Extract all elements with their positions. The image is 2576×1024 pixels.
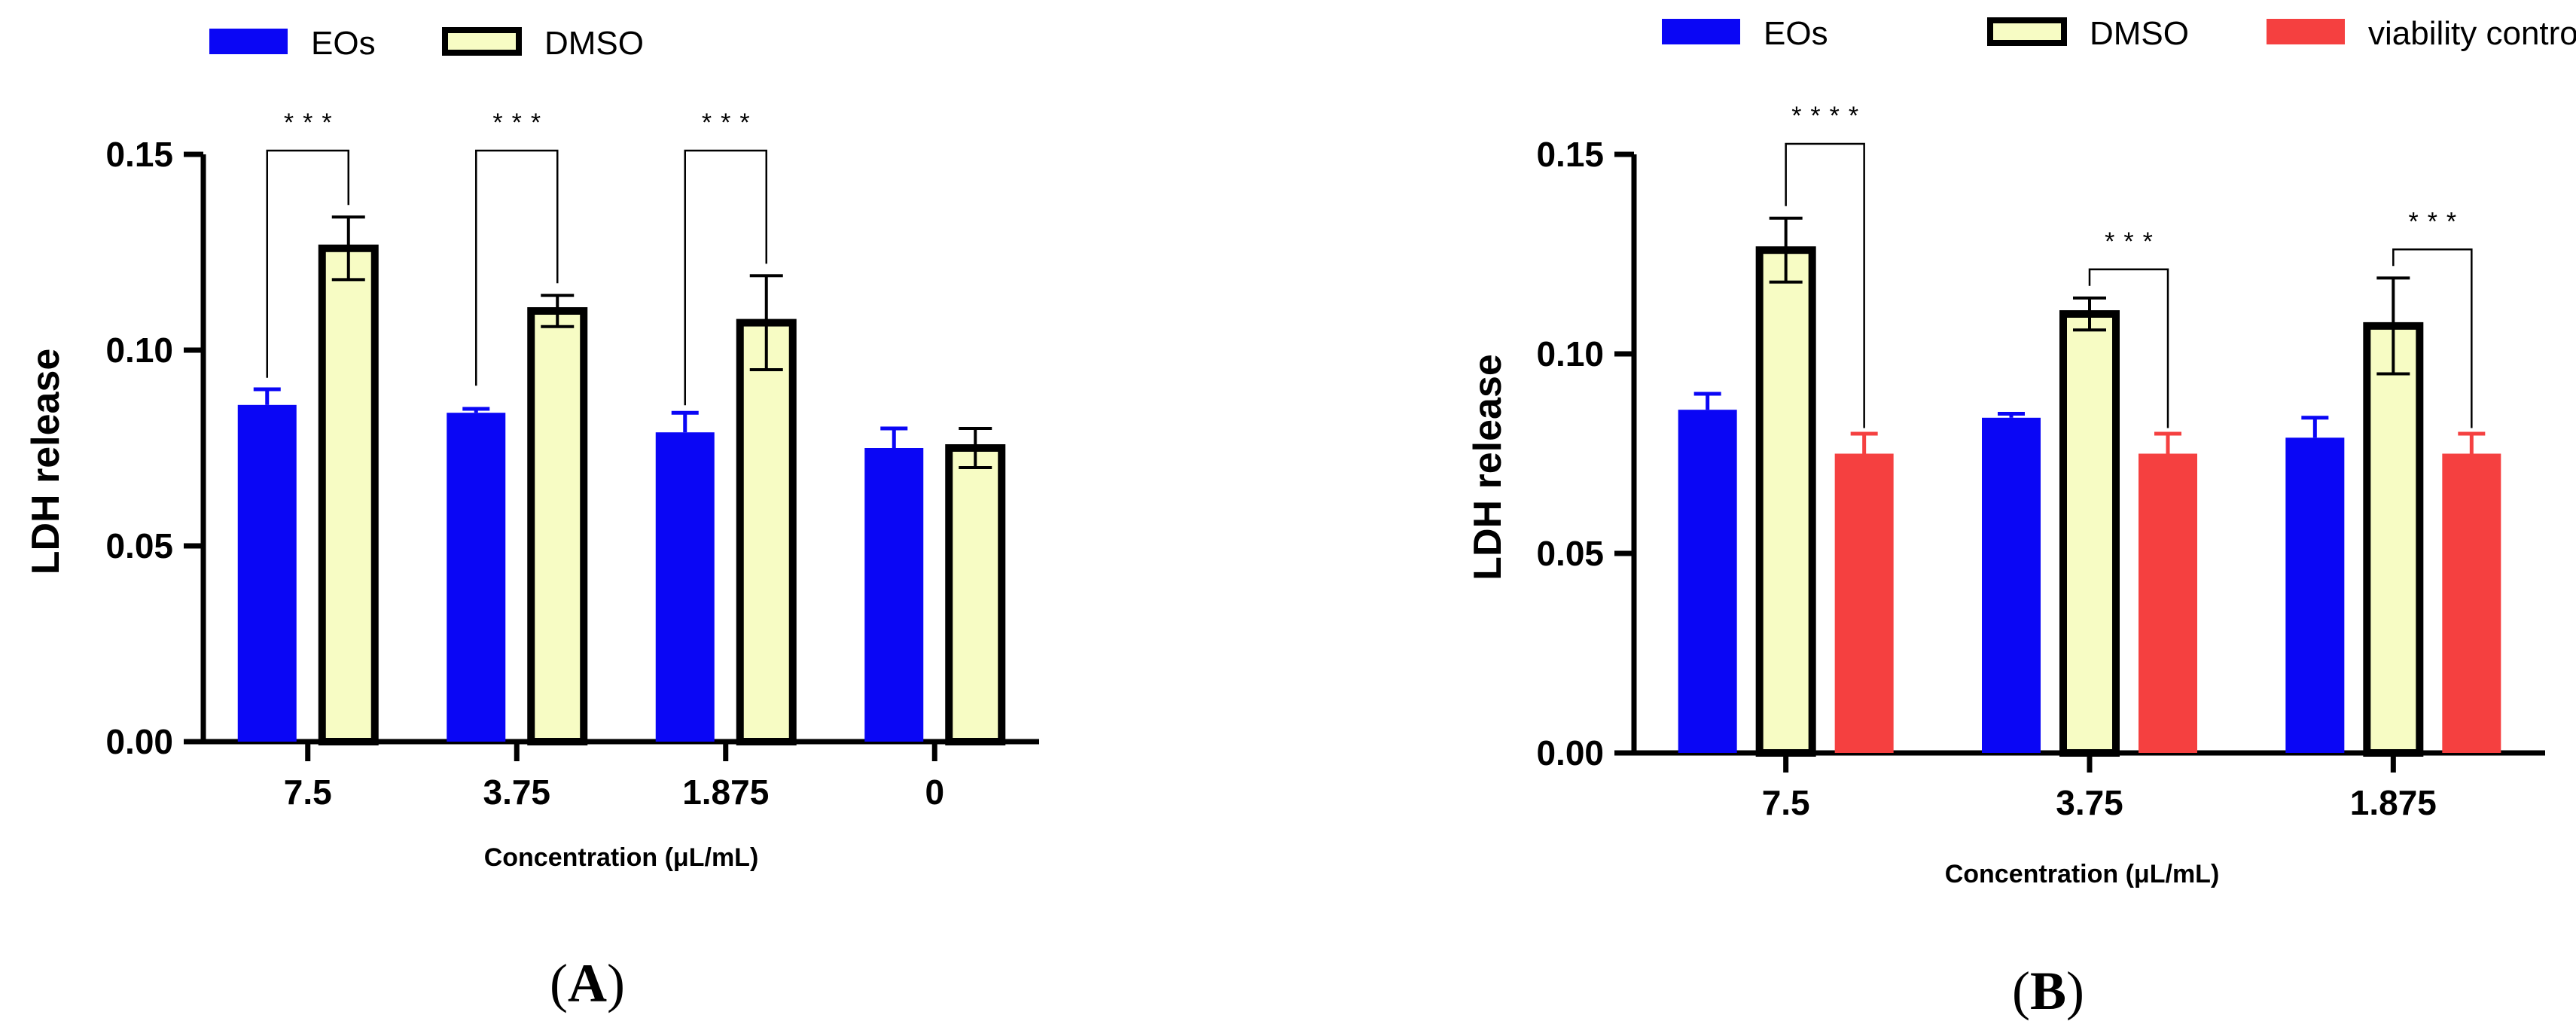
- significance-bracket: [475, 149, 559, 386]
- bar-viability-control: [2442, 453, 2501, 753]
- legend-swatch-eos: [209, 29, 288, 54]
- significance-label: ***: [2105, 227, 2162, 256]
- legend-swatch-dmso: [1987, 17, 2067, 46]
- y-tick-label: 0.00: [105, 722, 173, 761]
- bar-dmso: [2059, 310, 2120, 757]
- x-tick-label: 0: [925, 773, 944, 812]
- panel-label-open: (: [2012, 961, 2030, 1021]
- panel-label-letter: A: [568, 953, 607, 1013]
- significance-label: ***: [284, 108, 341, 137]
- x-tick-label: 7.5: [284, 773, 332, 812]
- bar-dmso: [1755, 246, 1816, 757]
- bar-dmso: [945, 444, 1006, 745]
- y-tick-label: 0.15: [105, 135, 173, 174]
- significance-bracket: [266, 149, 349, 378]
- legend-swatch-eos: [1662, 19, 1740, 44]
- significance-bracket: [1785, 142, 1865, 428]
- bar-eos: [655, 432, 715, 742]
- legend-label: DMSO: [2090, 15, 2189, 52]
- bar-dmso: [736, 318, 797, 746]
- legend-swatch-dmso: [442, 27, 522, 56]
- panel-label-close: ): [607, 953, 625, 1013]
- legend-label: EOs: [311, 25, 376, 62]
- bar-eos: [2285, 437, 2345, 753]
- bar-eos: [1678, 410, 1737, 753]
- bar-eos: [1982, 417, 2041, 753]
- significance-label: ****: [1791, 102, 1867, 130]
- y-tick-label: 0.10: [105, 331, 173, 370]
- y-tick-label: 0.05: [1536, 534, 1604, 573]
- chart-panel-b: 0.00 0.05 0.10 0.15 LDH release 7.5 3.75 1.875 *…: [1466, 15, 2576, 1021]
- y-axis-title: LDH release: [1466, 354, 1510, 581]
- bar-dmso: [527, 307, 588, 745]
- x-tick-label: 3.75: [2056, 783, 2123, 822]
- x-tick-label: 7.5: [1762, 783, 1810, 822]
- bar-eos: [447, 413, 506, 742]
- significance-label: ***: [702, 108, 759, 137]
- chart-panel-a: 0.00 0.05 0.10 0.15 LDH release 7.5 3.75 1.875 0…: [24, 25, 1039, 1013]
- bar-viability-control: [1834, 453, 1894, 753]
- bar-eos: [237, 404, 297, 742]
- panel-label-open: (: [550, 953, 568, 1013]
- legend-label: viability control: [2368, 15, 2576, 52]
- panel-label: (A): [550, 953, 625, 1013]
- x-axis-title: Concentration (μL/mL): [1945, 860, 2220, 888]
- y-tick-label: 0.10: [1536, 334, 1604, 373]
- bar-dmso: [2363, 322, 2424, 757]
- x-tick-label: 1.875: [2350, 783, 2437, 822]
- bar-eos: [864, 448, 924, 742]
- y-tick-label: 0.00: [1536, 733, 1604, 773]
- x-tick-label: 1.875: [682, 773, 769, 812]
- significance-bracket: [2088, 268, 2169, 428]
- bar-viability-control: [2139, 453, 2197, 753]
- x-axis-title: Concentration (μL/mL): [484, 843, 759, 872]
- panel-label-letter: B: [2030, 961, 2066, 1021]
- significance-bracket: [684, 149, 767, 406]
- legend-label: DMSO: [544, 25, 644, 62]
- legend-swatch-viability-control: [2267, 19, 2345, 44]
- bar-dmso: [318, 244, 379, 745]
- significance-bracket: [2392, 248, 2473, 428]
- y-axis-title: LDH release: [24, 349, 68, 575]
- significance-label: ***: [2408, 207, 2465, 236]
- x-tick-label: 3.75: [483, 773, 550, 812]
- legend-label: EOs: [1764, 15, 1828, 52]
- panel-label: (B): [2012, 961, 2084, 1021]
- panel-label-close: ): [2066, 961, 2084, 1021]
- significance-label: ***: [492, 108, 550, 137]
- y-tick-label: 0.15: [1536, 135, 1604, 174]
- y-tick-label: 0.05: [105, 526, 173, 565]
